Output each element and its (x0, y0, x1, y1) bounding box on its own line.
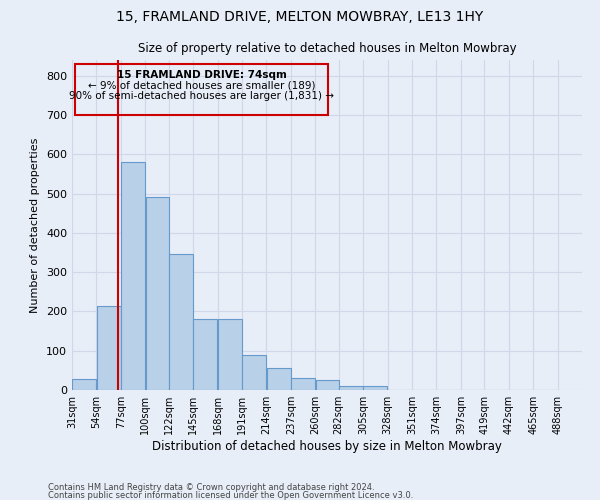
Bar (97, 306, 121, 390)
Bar (316, 380, 340, 390)
Text: 90% of semi-detached houses are larger (1,831) →: 90% of semi-detached houses are larger (… (69, 90, 334, 101)
Bar (72, 379, 96, 390)
Y-axis label: Number of detached properties: Number of detached properties (31, 138, 40, 312)
Text: Contains public sector information licensed under the Open Government Licence v3: Contains public sector information licen… (48, 491, 413, 500)
Title: Size of property relative to detached houses in Melton Mowbray: Size of property relative to detached ho… (137, 42, 517, 54)
Text: 15, FRAMLAND DRIVE, MELTON MOWBRAY, LE13 1HY: 15, FRAMLAND DRIVE, MELTON MOWBRAY, LE13… (116, 10, 484, 24)
Bar (364, 386, 387, 390)
Bar (291, 378, 315, 390)
Text: Contains HM Land Registry data © Crown copyright and database right 2024.: Contains HM Land Registry data © Crown c… (48, 484, 374, 492)
Text: 15 FRAMLAND DRIVE: 74sqm: 15 FRAMLAND DRIVE: 74sqm (116, 70, 287, 80)
Text: ← 9% of detached houses are smaller (189): ← 9% of detached houses are smaller (189… (88, 80, 316, 90)
Bar (121, 162, 145, 390)
Bar (218, 320, 242, 390)
Bar (146, 198, 169, 390)
Bar (193, 320, 217, 390)
Bar (242, 354, 266, 390)
X-axis label: Distribution of detached houses by size in Melton Mowbray: Distribution of detached houses by size … (152, 440, 502, 453)
Bar (267, 368, 290, 390)
Bar (169, 254, 193, 390)
Bar (339, 386, 363, 390)
